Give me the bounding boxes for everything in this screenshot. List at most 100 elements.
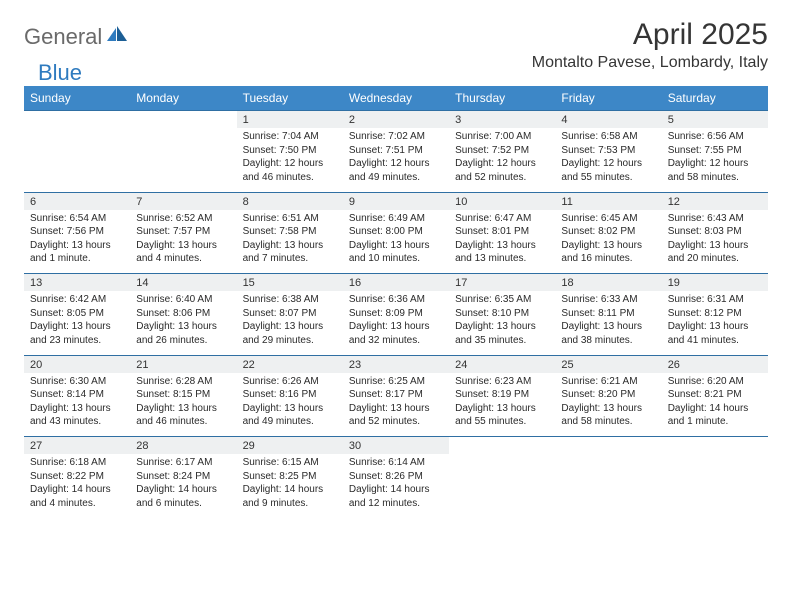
- daylight-line: Daylight: 13 hours and 20 minutes.: [668, 239, 762, 266]
- weekday-header: Friday: [555, 86, 661, 111]
- weekday-header: Tuesday: [237, 86, 343, 111]
- day-number-cell: [555, 437, 661, 455]
- day-body-cell: Sunrise: 6:21 AMSunset: 8:20 PMDaylight:…: [555, 373, 661, 437]
- weekday-header: Monday: [130, 86, 236, 111]
- daylight-line: Daylight: 13 hours and 55 minutes.: [455, 402, 549, 429]
- day-body-cell: Sunrise: 6:28 AMSunset: 8:15 PMDaylight:…: [130, 373, 236, 437]
- calendar-page: General April 2025 Montalto Pavese, Lomb…: [0, 0, 792, 536]
- sunset-line: Sunset: 8:22 PM: [30, 470, 124, 484]
- sunset-line: Sunset: 8:26 PM: [349, 470, 443, 484]
- day-number-cell: 5: [662, 111, 768, 129]
- sunset-line: Sunset: 8:12 PM: [668, 307, 762, 321]
- sunrise-line: Sunrise: 7:04 AM: [243, 130, 337, 144]
- sunrise-line: Sunrise: 6:43 AM: [668, 212, 762, 226]
- sunset-line: Sunset: 7:52 PM: [455, 144, 549, 158]
- day-body-row: Sunrise: 7:04 AMSunset: 7:50 PMDaylight:…: [24, 128, 768, 192]
- sunrise-line: Sunrise: 6:21 AM: [561, 375, 655, 389]
- sunrise-line: Sunrise: 6:49 AM: [349, 212, 443, 226]
- day-number-cell: 18: [555, 274, 661, 292]
- sunrise-line: Sunrise: 6:17 AM: [136, 456, 230, 470]
- sunset-line: Sunset: 8:09 PM: [349, 307, 443, 321]
- daylight-line: Daylight: 13 hours and 43 minutes.: [30, 402, 124, 429]
- sunset-line: Sunset: 7:53 PM: [561, 144, 655, 158]
- day-body-cell: Sunrise: 6:25 AMSunset: 8:17 PMDaylight:…: [343, 373, 449, 437]
- weekday-header-row: SundayMondayTuesdayWednesdayThursdayFrid…: [24, 86, 768, 111]
- sunrise-line: Sunrise: 6:58 AM: [561, 130, 655, 144]
- sunrise-line: Sunrise: 6:42 AM: [30, 293, 124, 307]
- sunset-line: Sunset: 8:10 PM: [455, 307, 549, 321]
- sunset-line: Sunset: 8:25 PM: [243, 470, 337, 484]
- day-body-cell: Sunrise: 6:58 AMSunset: 7:53 PMDaylight:…: [555, 128, 661, 192]
- daylight-line: Daylight: 13 hours and 23 minutes.: [30, 320, 124, 347]
- daylight-line: Daylight: 12 hours and 52 minutes.: [455, 157, 549, 184]
- logo-word-1: General: [24, 24, 102, 50]
- sunrise-line: Sunrise: 6:38 AM: [243, 293, 337, 307]
- weekday-header: Thursday: [449, 86, 555, 111]
- daylight-line: Daylight: 14 hours and 1 minute.: [668, 402, 762, 429]
- day-body-cell: Sunrise: 6:31 AMSunset: 8:12 PMDaylight:…: [662, 291, 768, 355]
- day-body-cell: Sunrise: 6:20 AMSunset: 8:21 PMDaylight:…: [662, 373, 768, 437]
- sunrise-line: Sunrise: 6:25 AM: [349, 375, 443, 389]
- day-number-row: 20212223242526: [24, 355, 768, 373]
- daylight-line: Daylight: 13 hours and 1 minute.: [30, 239, 124, 266]
- sunset-line: Sunset: 8:07 PM: [243, 307, 337, 321]
- daylight-line: Daylight: 13 hours and 52 minutes.: [349, 402, 443, 429]
- sunrise-line: Sunrise: 6:40 AM: [136, 293, 230, 307]
- day-body-cell: [662, 454, 768, 518]
- sunset-line: Sunset: 8:20 PM: [561, 388, 655, 402]
- day-body-cell: Sunrise: 7:02 AMSunset: 7:51 PMDaylight:…: [343, 128, 449, 192]
- day-body-cell: Sunrise: 6:18 AMSunset: 8:22 PMDaylight:…: [24, 454, 130, 518]
- day-number-cell: 2: [343, 111, 449, 129]
- daylight-line: Daylight: 13 hours and 35 minutes.: [455, 320, 549, 347]
- day-number-cell: [662, 437, 768, 455]
- sunrise-line: Sunrise: 6:18 AM: [30, 456, 124, 470]
- weekday-header: Saturday: [662, 86, 768, 111]
- day-body-row: Sunrise: 6:30 AMSunset: 8:14 PMDaylight:…: [24, 373, 768, 437]
- sunset-line: Sunset: 8:15 PM: [136, 388, 230, 402]
- sunset-line: Sunset: 8:11 PM: [561, 307, 655, 321]
- day-body-cell: Sunrise: 6:38 AMSunset: 8:07 PMDaylight:…: [237, 291, 343, 355]
- weekday-header: Wednesday: [343, 86, 449, 111]
- sunset-line: Sunset: 8:16 PM: [243, 388, 337, 402]
- calendar-table: SundayMondayTuesdayWednesdayThursdayFrid…: [24, 86, 768, 518]
- day-body-cell: Sunrise: 6:51 AMSunset: 7:58 PMDaylight:…: [237, 210, 343, 274]
- daylight-line: Daylight: 12 hours and 46 minutes.: [243, 157, 337, 184]
- day-number-cell: 14: [130, 274, 236, 292]
- daylight-line: Daylight: 13 hours and 38 minutes.: [561, 320, 655, 347]
- day-number-row: 27282930: [24, 437, 768, 455]
- day-number-cell: 26: [662, 355, 768, 373]
- day-number-cell: [24, 111, 130, 129]
- day-body-cell: Sunrise: 6:35 AMSunset: 8:10 PMDaylight:…: [449, 291, 555, 355]
- day-body-cell: Sunrise: 6:42 AMSunset: 8:05 PMDaylight:…: [24, 291, 130, 355]
- sunrise-line: Sunrise: 6:26 AM: [243, 375, 337, 389]
- day-number-cell: 8: [237, 192, 343, 210]
- sunset-line: Sunset: 8:14 PM: [30, 388, 124, 402]
- sunrise-line: Sunrise: 7:02 AM: [349, 130, 443, 144]
- sunrise-line: Sunrise: 6:30 AM: [30, 375, 124, 389]
- day-body-cell: Sunrise: 6:45 AMSunset: 8:02 PMDaylight:…: [555, 210, 661, 274]
- daylight-line: Daylight: 13 hours and 49 minutes.: [243, 402, 337, 429]
- day-number-cell: 21: [130, 355, 236, 373]
- day-number-cell: 19: [662, 274, 768, 292]
- sunrise-line: Sunrise: 6:35 AM: [455, 293, 549, 307]
- day-number-cell: 9: [343, 192, 449, 210]
- day-body-row: Sunrise: 6:54 AMSunset: 7:56 PMDaylight:…: [24, 210, 768, 274]
- daylight-line: Daylight: 14 hours and 4 minutes.: [30, 483, 124, 510]
- day-body-cell: Sunrise: 6:26 AMSunset: 8:16 PMDaylight:…: [237, 373, 343, 437]
- day-number-row: 13141516171819: [24, 274, 768, 292]
- day-body-cell: Sunrise: 6:15 AMSunset: 8:25 PMDaylight:…: [237, 454, 343, 518]
- sunset-line: Sunset: 7:50 PM: [243, 144, 337, 158]
- day-body-cell: Sunrise: 6:40 AMSunset: 8:06 PMDaylight:…: [130, 291, 236, 355]
- daylight-line: Daylight: 13 hours and 10 minutes.: [349, 239, 443, 266]
- sunset-line: Sunset: 7:58 PM: [243, 225, 337, 239]
- day-number-cell: [449, 437, 555, 455]
- daylight-line: Daylight: 13 hours and 7 minutes.: [243, 239, 337, 266]
- day-body-cell: Sunrise: 6:36 AMSunset: 8:09 PMDaylight:…: [343, 291, 449, 355]
- title-block: April 2025 Montalto Pavese, Lombardy, It…: [532, 18, 768, 72]
- sunrise-line: Sunrise: 6:36 AM: [349, 293, 443, 307]
- sunset-line: Sunset: 8:24 PM: [136, 470, 230, 484]
- day-body-row: Sunrise: 6:42 AMSunset: 8:05 PMDaylight:…: [24, 291, 768, 355]
- daylight-line: Daylight: 13 hours and 16 minutes.: [561, 239, 655, 266]
- day-body-row: Sunrise: 6:18 AMSunset: 8:22 PMDaylight:…: [24, 454, 768, 518]
- logo: General: [24, 18, 130, 50]
